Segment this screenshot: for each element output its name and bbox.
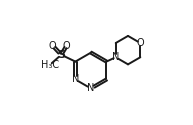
Text: H₃C: H₃C <box>41 60 59 70</box>
Text: N: N <box>72 74 79 85</box>
Text: O: O <box>49 40 56 50</box>
Text: N: N <box>112 52 119 62</box>
Text: O: O <box>136 38 144 48</box>
Text: N: N <box>87 84 95 94</box>
Text: S: S <box>57 50 65 60</box>
Text: O: O <box>63 40 71 50</box>
